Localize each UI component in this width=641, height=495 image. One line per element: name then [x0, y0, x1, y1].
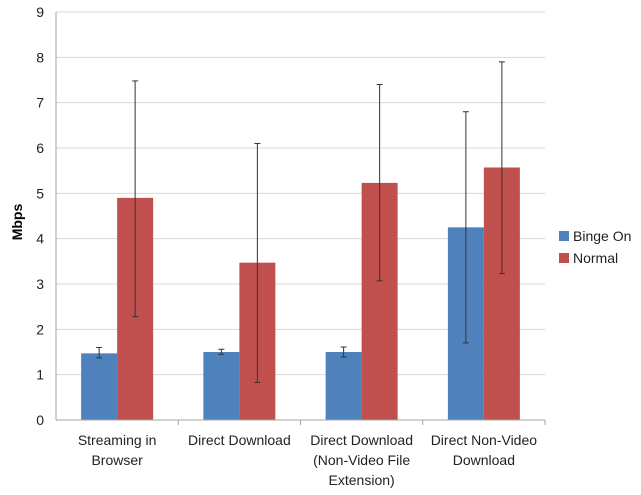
x-tick-label: Download — [453, 452, 515, 468]
y-tick-label: 3 — [36, 276, 44, 292]
x-tick-label: Extension) — [329, 472, 395, 488]
x-tick-label: Direct Download — [310, 432, 413, 448]
y-tick-label: 4 — [36, 231, 44, 247]
legend-swatch — [559, 253, 569, 263]
bar-binge-on — [325, 352, 362, 420]
x-tick-label: Browser — [91, 452, 143, 468]
bars — [81, 167, 520, 420]
y-tick-label: 0 — [36, 412, 44, 428]
bar-binge-on — [81, 353, 118, 420]
x-tick-label: Direct Non-Video — [431, 432, 538, 448]
x-tick-label: (Non-Video File — [313, 452, 410, 468]
x-tick-label: Direct Download — [188, 432, 291, 448]
y-tick-label: 2 — [36, 321, 44, 337]
legend-label: Binge On — [573, 228, 631, 244]
axes: 0 1 2 3 4 5 6 7 8 9 Streaming in Browser Direct Down… — [36, 4, 546, 488]
y-tick-label: 6 — [36, 140, 44, 156]
legend-label: Normal — [573, 250, 618, 266]
y-tick-label: 9 — [36, 4, 44, 20]
bar-binge-on — [203, 352, 240, 420]
legend-swatch — [559, 231, 569, 241]
y-tick-label: 7 — [36, 95, 44, 111]
x-tick-label: Streaming in — [78, 432, 157, 448]
error-bars — [96, 61, 505, 383]
y-tick-label: 1 — [36, 367, 44, 383]
y-axis-label: Mbps — [9, 204, 25, 241]
legend: Binge On Normal — [559, 228, 631, 266]
y-tick-label: 8 — [36, 49, 44, 65]
y-tick-label: 5 — [36, 185, 44, 201]
